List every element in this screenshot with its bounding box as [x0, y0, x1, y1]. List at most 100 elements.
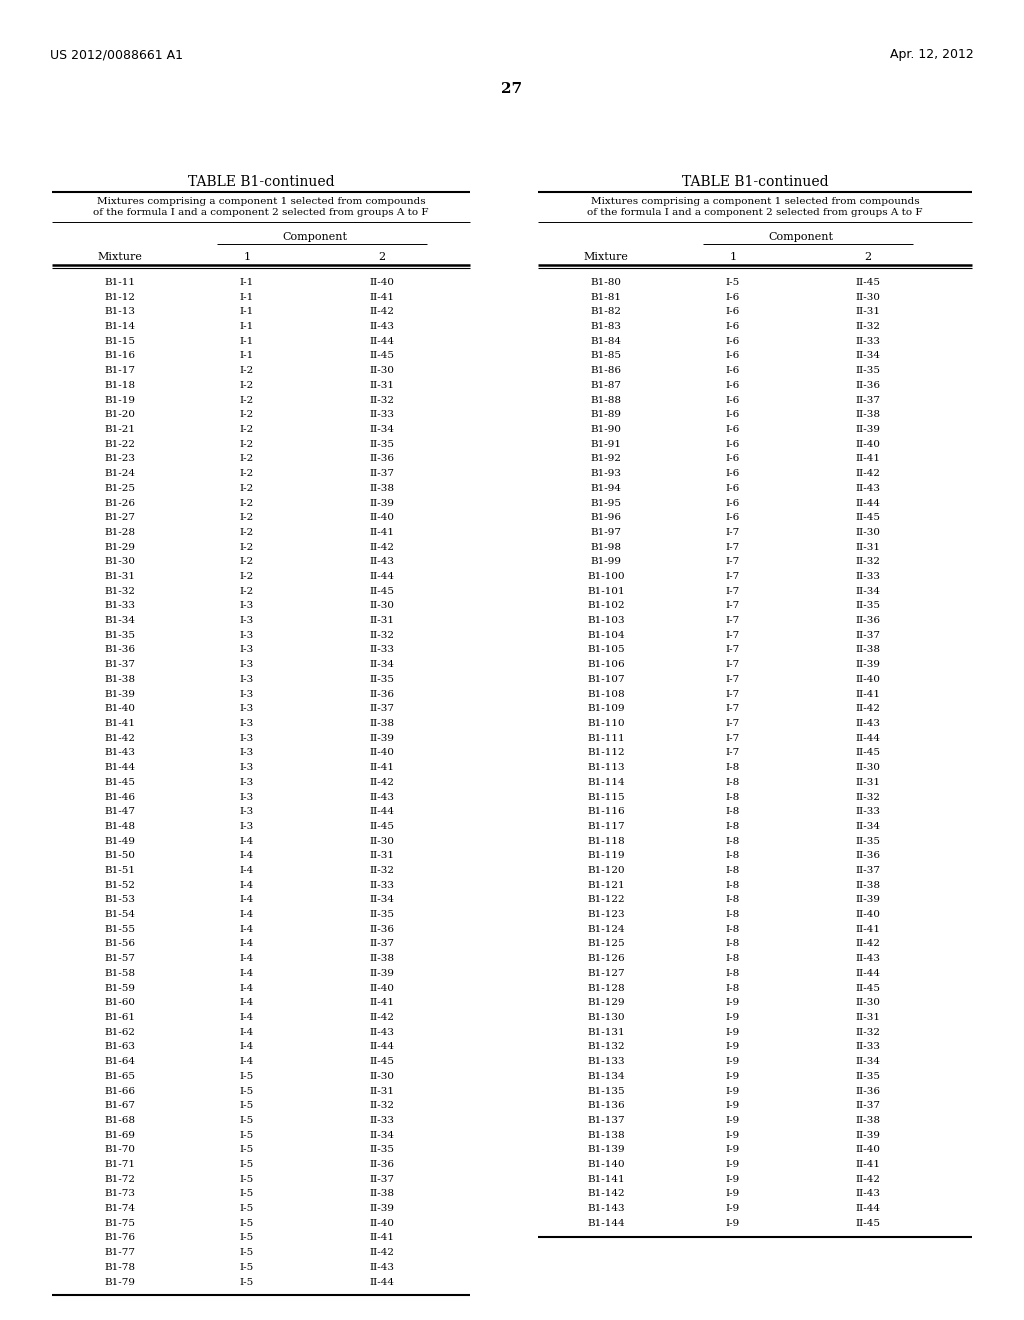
Text: II-38: II-38 [855, 411, 881, 420]
Text: I-4: I-4 [240, 940, 254, 949]
Text: I-3: I-3 [240, 792, 254, 801]
Text: B1-105: B1-105 [587, 645, 625, 655]
Text: I-8: I-8 [726, 792, 740, 801]
Text: B1-99: B1-99 [591, 557, 622, 566]
Text: II-42: II-42 [370, 543, 394, 552]
Text: I-1: I-1 [240, 351, 254, 360]
Text: I-8: I-8 [726, 866, 740, 875]
Text: B1-120: B1-120 [587, 866, 625, 875]
Text: I-7: I-7 [726, 572, 740, 581]
Text: II-40: II-40 [855, 440, 881, 449]
Text: B1-88: B1-88 [591, 396, 622, 405]
Text: I-8: I-8 [726, 954, 740, 964]
Text: II-38: II-38 [855, 645, 881, 655]
Text: II-34: II-34 [370, 895, 394, 904]
Text: II-40: II-40 [370, 748, 394, 758]
Text: I-7: I-7 [726, 705, 740, 713]
Text: B1-96: B1-96 [591, 513, 622, 523]
Text: B1-143: B1-143 [587, 1204, 625, 1213]
Text: I-3: I-3 [240, 705, 254, 713]
Text: B1-129: B1-129 [587, 998, 625, 1007]
Text: II-33: II-33 [855, 808, 881, 816]
Text: II-42: II-42 [855, 940, 881, 949]
Text: I-6: I-6 [726, 337, 740, 346]
Text: II-45: II-45 [370, 1057, 394, 1067]
Text: I-6: I-6 [726, 351, 740, 360]
Text: II-35: II-35 [370, 675, 394, 684]
Text: II-40: II-40 [370, 279, 394, 286]
Text: B1-131: B1-131 [587, 1028, 625, 1036]
Text: B1-40: B1-40 [104, 705, 135, 713]
Text: I-2: I-2 [240, 557, 254, 566]
Text: II-32: II-32 [370, 866, 394, 875]
Text: B1-84: B1-84 [591, 337, 622, 346]
Text: I-7: I-7 [726, 748, 740, 758]
Text: B1-35: B1-35 [104, 631, 135, 640]
Text: II-36: II-36 [855, 851, 881, 861]
Text: I-6: I-6 [726, 381, 740, 389]
Text: B1-74: B1-74 [104, 1204, 135, 1213]
Text: B1-23: B1-23 [104, 454, 135, 463]
Text: B1-12: B1-12 [104, 293, 135, 302]
Text: B1-14: B1-14 [104, 322, 135, 331]
Text: B1-38: B1-38 [104, 675, 135, 684]
Text: II-42: II-42 [370, 1249, 394, 1257]
Text: B1-34: B1-34 [104, 616, 135, 626]
Text: I-6: I-6 [726, 396, 740, 405]
Text: B1-144: B1-144 [587, 1218, 625, 1228]
Text: I-3: I-3 [240, 808, 254, 816]
Text: I-8: I-8 [726, 909, 740, 919]
Text: I-1: I-1 [240, 293, 254, 302]
Text: I-5: I-5 [240, 1146, 254, 1154]
Text: II-37: II-37 [370, 705, 394, 713]
Text: B1-68: B1-68 [104, 1115, 135, 1125]
Text: I-6: I-6 [726, 513, 740, 523]
Text: II-32: II-32 [370, 396, 394, 405]
Text: I-2: I-2 [240, 440, 254, 449]
Text: B1-122: B1-122 [587, 895, 625, 904]
Text: II-34: II-34 [855, 586, 881, 595]
Text: B1-28: B1-28 [104, 528, 135, 537]
Text: II-37: II-37 [855, 866, 881, 875]
Text: II-35: II-35 [370, 440, 394, 449]
Text: B1-139: B1-139 [587, 1146, 625, 1154]
Text: I-2: I-2 [240, 469, 254, 478]
Text: I-8: I-8 [726, 940, 740, 949]
Text: II-39: II-39 [370, 1204, 394, 1213]
Text: B1-16: B1-16 [104, 351, 135, 360]
Text: I-8: I-8 [726, 925, 740, 933]
Text: II-31: II-31 [370, 851, 394, 861]
Text: II-44: II-44 [370, 1278, 394, 1287]
Text: I-9: I-9 [726, 1131, 740, 1139]
Text: II-44: II-44 [855, 1204, 881, 1213]
Text: B1-61: B1-61 [104, 1012, 135, 1022]
Text: I-4: I-4 [240, 880, 254, 890]
Text: II-36: II-36 [370, 689, 394, 698]
Text: I-2: I-2 [240, 366, 254, 375]
Text: TABLE B1-continued: TABLE B1-continued [682, 176, 828, 189]
Text: I-5: I-5 [726, 279, 740, 286]
Text: II-44: II-44 [370, 808, 394, 816]
Text: I-4: I-4 [240, 925, 254, 933]
Text: II-43: II-43 [370, 1263, 394, 1272]
Text: I-9: I-9 [726, 1115, 740, 1125]
Text: B1-15: B1-15 [104, 337, 135, 346]
Text: B1-138: B1-138 [587, 1131, 625, 1139]
Text: I-6: I-6 [726, 366, 740, 375]
Text: I-5: I-5 [240, 1218, 254, 1228]
Text: II-34: II-34 [370, 1131, 394, 1139]
Text: B1-33: B1-33 [104, 602, 135, 610]
Text: I-6: I-6 [726, 454, 740, 463]
Text: B1-24: B1-24 [104, 469, 135, 478]
Text: I-2: I-2 [240, 484, 254, 492]
Text: II-43: II-43 [855, 1189, 881, 1199]
Text: I-2: I-2 [240, 454, 254, 463]
Text: I-6: I-6 [726, 322, 740, 331]
Text: II-33: II-33 [855, 337, 881, 346]
Text: I-8: I-8 [726, 895, 740, 904]
Text: II-39: II-39 [855, 660, 881, 669]
Text: B1-30: B1-30 [104, 557, 135, 566]
Text: B1-115: B1-115 [587, 792, 625, 801]
Text: II-37: II-37 [855, 1101, 881, 1110]
Text: B1-58: B1-58 [104, 969, 135, 978]
